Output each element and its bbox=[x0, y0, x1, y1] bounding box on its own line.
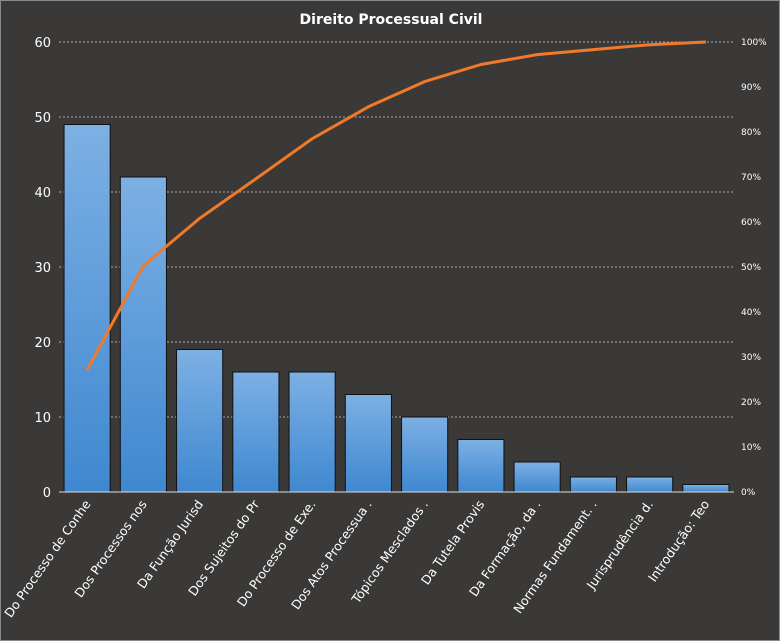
y-tick-label: 10 bbox=[34, 411, 51, 426]
cumulative-line bbox=[85, 40, 706, 371]
bar bbox=[513, 461, 561, 493]
y2-tick-label: 40% bbox=[741, 308, 761, 318]
bar bbox=[63, 124, 111, 493]
x-tick-label: Do Processo de Conhe bbox=[1, 497, 94, 620]
y2-tick-label: 0% bbox=[741, 488, 756, 498]
chart-title: Direito Processual Civil bbox=[300, 12, 483, 28]
y-tick-label: 60 bbox=[34, 36, 51, 51]
bar bbox=[626, 476, 674, 493]
bar bbox=[457, 439, 505, 493]
y-tick-label: 30 bbox=[34, 261, 51, 276]
bar bbox=[569, 476, 617, 493]
y2-tick-label: 10% bbox=[741, 443, 761, 453]
y2-tick-label: 100% bbox=[741, 38, 767, 48]
y2-tick-label: 60% bbox=[741, 218, 761, 228]
bar bbox=[176, 349, 224, 493]
bar bbox=[344, 394, 392, 493]
bar bbox=[401, 416, 449, 493]
bar bbox=[232, 371, 280, 493]
y2-tick-label: 20% bbox=[741, 398, 761, 408]
y2-tick-label: 80% bbox=[741, 128, 761, 138]
bar bbox=[288, 371, 336, 493]
y-tick-label: 20 bbox=[34, 336, 51, 351]
y2-tick-label: 50% bbox=[741, 263, 761, 273]
bar bbox=[682, 484, 730, 493]
x-tick-label: Introdução: Teo bbox=[645, 497, 712, 584]
y2-tick-label: 30% bbox=[741, 353, 761, 363]
y-tick-label: 40 bbox=[34, 186, 51, 201]
y-tick-label: 50 bbox=[34, 111, 51, 126]
y2-tick-label: 90% bbox=[741, 83, 761, 93]
y2-tick-label: 70% bbox=[741, 173, 761, 183]
bar bbox=[119, 176, 167, 493]
y-tick-label: 0 bbox=[43, 486, 51, 501]
